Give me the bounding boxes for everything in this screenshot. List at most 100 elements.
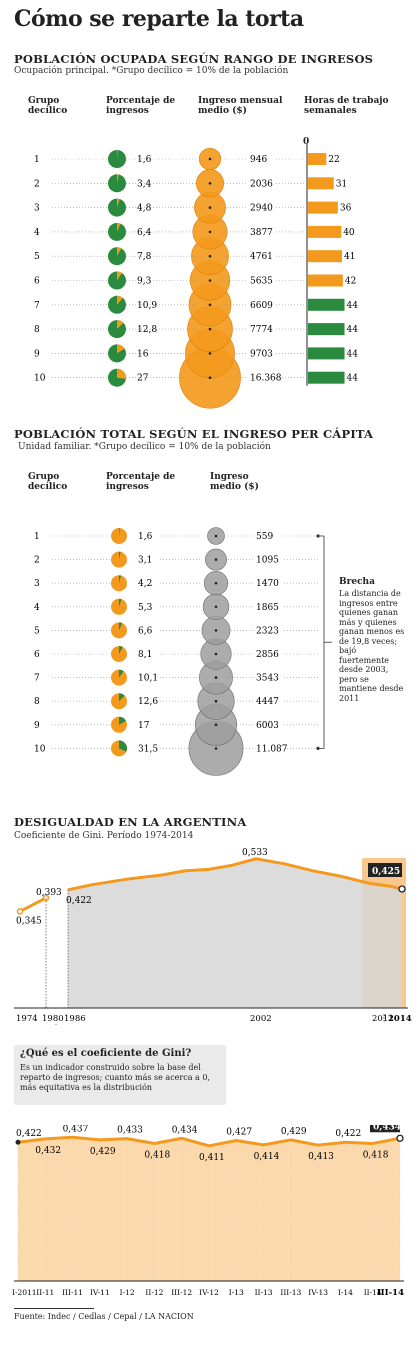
income-label: 2323 — [256, 626, 279, 636]
pct-label: 4,8 — [137, 204, 152, 214]
hours-bar-10 — [308, 371, 345, 384]
gini-line — [67, 857, 403, 892]
income-dot-6 — [208, 279, 212, 282]
section3-title: DESIGUALDAD EN LA ARGENTINA — [14, 815, 247, 829]
s2-col-group: Grupo decílico — [28, 472, 68, 492]
x-tick-1980: 1980 — [42, 1014, 64, 1024]
gini-quarterly-chart: 0,422 0,432 0,437 0,429 0,433 0,418 0,434 0,411… — [12, 1125, 404, 1298]
income-dot-4 — [214, 605, 218, 609]
pct-pie-slice-8 — [119, 693, 125, 702]
brecha-bracket — [318, 535, 325, 749]
income-dot-9 — [208, 352, 212, 355]
pct-pie-slice-1 — [119, 528, 120, 536]
x-tick-2011: 2011 — [372, 1014, 394, 1024]
group-label: 3 — [34, 204, 40, 214]
group-label: 9 — [34, 349, 40, 359]
pct-pie-slice-9 — [119, 716, 127, 725]
s1-col-hours: Horas de trabajo semanales — [304, 96, 389, 116]
income-label: 6609 — [250, 301, 273, 311]
gini-label-1980: 0,393 — [36, 888, 62, 898]
period-bracket — [55, 1024, 79, 1025]
hours-label: 40 — [343, 228, 355, 238]
section1-title: POBLACIÓN OCUPADA SEGÚN RANGO DE INGRESO… — [14, 52, 374, 66]
section1-subtitle: Ocupación principal. *Grupo decílico = 1… — [14, 66, 289, 76]
quarterly-x-tick: II-11 — [36, 1288, 54, 1297]
hours-bar-4 — [308, 225, 342, 238]
section1-chart: 1 1,6 946 222 3,4 2036 313 4,8 2940 364 6,4 3877 405… — [34, 144, 359, 409]
income-label: 7774 — [250, 325, 273, 335]
income-dot-3 — [214, 581, 218, 585]
group-label: 1 — [34, 155, 40, 165]
quarterly-value-label: 0,411 — [199, 1153, 225, 1163]
quarterly-value-label: 0,433 — [117, 1126, 143, 1136]
pct-label: 6,6 — [138, 626, 153, 636]
group-label: 9 — [34, 721, 40, 731]
income-label: 4447 — [256, 697, 279, 707]
income-label: 1865 — [256, 603, 279, 613]
income-dot-1 — [208, 157, 212, 161]
group-label: 10 — [34, 374, 46, 384]
pct-label: 7,8 — [137, 252, 152, 262]
hours-label: 36 — [340, 204, 352, 214]
income-dot-10 — [214, 747, 218, 750]
income-dot-1 — [214, 534, 218, 538]
pct-pie-slice-10 — [117, 368, 126, 379]
brecha-text: La distancia de ingresos entre quienes g… — [339, 589, 405, 703]
s1-col-pct: Porcentaje de ingresos — [106, 96, 176, 116]
section3-subtitle: Coeficiente de Gini. Período 1974-2014 — [14, 831, 194, 841]
hours-label: 44 — [347, 349, 359, 359]
income-dot-10 — [208, 376, 212, 379]
income-label: 5635 — [250, 277, 273, 287]
pct-pie-slice-4 — [119, 598, 122, 607]
income-dot-6 — [214, 652, 218, 656]
s1-hours-zero: 0 — [303, 137, 310, 147]
quarterly-value-label: 0,429 — [90, 1147, 116, 1157]
pct-pie-slice-2 — [119, 551, 121, 560]
quarterly-value-label: 0,427 — [226, 1128, 252, 1138]
hours-bar-5 — [308, 250, 343, 263]
quarterly-value-label: 0,413 — [308, 1152, 334, 1162]
hours-bar-3 — [308, 201, 338, 214]
pct-pie-slice-5 — [117, 247, 122, 257]
group-label: 6 — [34, 277, 40, 287]
quarterly-value-label: 0,422 — [335, 1129, 361, 1139]
pct-pie-slice-1 — [117, 150, 118, 159]
quarterly-x-tick: III-13 — [280, 1288, 301, 1297]
pct-label: 10,9 — [137, 301, 157, 311]
gini-box-text: Es un indicador construido sobre la base… — [20, 1063, 210, 1092]
quarterly-value-label: 0,434 — [373, 1125, 401, 1132]
pct-pie-slice-8 — [117, 320, 124, 330]
quarterly-x-tick: II-13 — [255, 1288, 273, 1297]
quarterly-value-label: 0,429 — [281, 1127, 307, 1137]
pct-label: 1,6 — [137, 155, 152, 165]
brecha-title: Brecha — [339, 577, 375, 587]
quarterly-x-tick: IV-12 — [199, 1288, 219, 1297]
quarterly-x-tick: III-14 — [377, 1288, 404, 1298]
pct-label: 31,5 — [138, 744, 158, 754]
s1-col-group: Grupo decílico — [28, 96, 68, 116]
quarterly-x-tick: I-14 — [338, 1288, 353, 1297]
pct-pie-slice-5 — [119, 622, 123, 631]
income-label: 2036 — [250, 179, 273, 189]
pct-label: 10,1 — [138, 674, 158, 684]
hours-label: 31 — [336, 179, 347, 189]
group-label: 6 — [34, 650, 40, 660]
pct-pie-slice-3 — [117, 198, 120, 208]
pct-label: 9,3 — [137, 277, 152, 287]
page-title: Cómo se reparte la torta — [14, 6, 304, 32]
x-tick-1986: 1986 — [64, 1014, 86, 1024]
pct-label: 12,8 — [137, 325, 157, 335]
income-label: 6003 — [256, 721, 279, 731]
quarterly-x-tick: IV-13 — [308, 1288, 328, 1297]
hours-bar-2 — [308, 177, 334, 190]
group-label: 1 — [34, 532, 40, 542]
bracket-dot-top — [316, 534, 320, 538]
pct-pie-slice-7 — [119, 669, 124, 678]
pct-pie-bg-3 — [108, 198, 126, 217]
quarterly-x-tick: I-13 — [229, 1288, 244, 1297]
income-dot-9 — [214, 723, 218, 727]
hours-bar-8 — [308, 323, 345, 336]
income-label: 946 — [250, 155, 267, 165]
gini-label-1986: 0,422 — [66, 896, 92, 906]
pct-label: 5,3 — [138, 603, 153, 613]
